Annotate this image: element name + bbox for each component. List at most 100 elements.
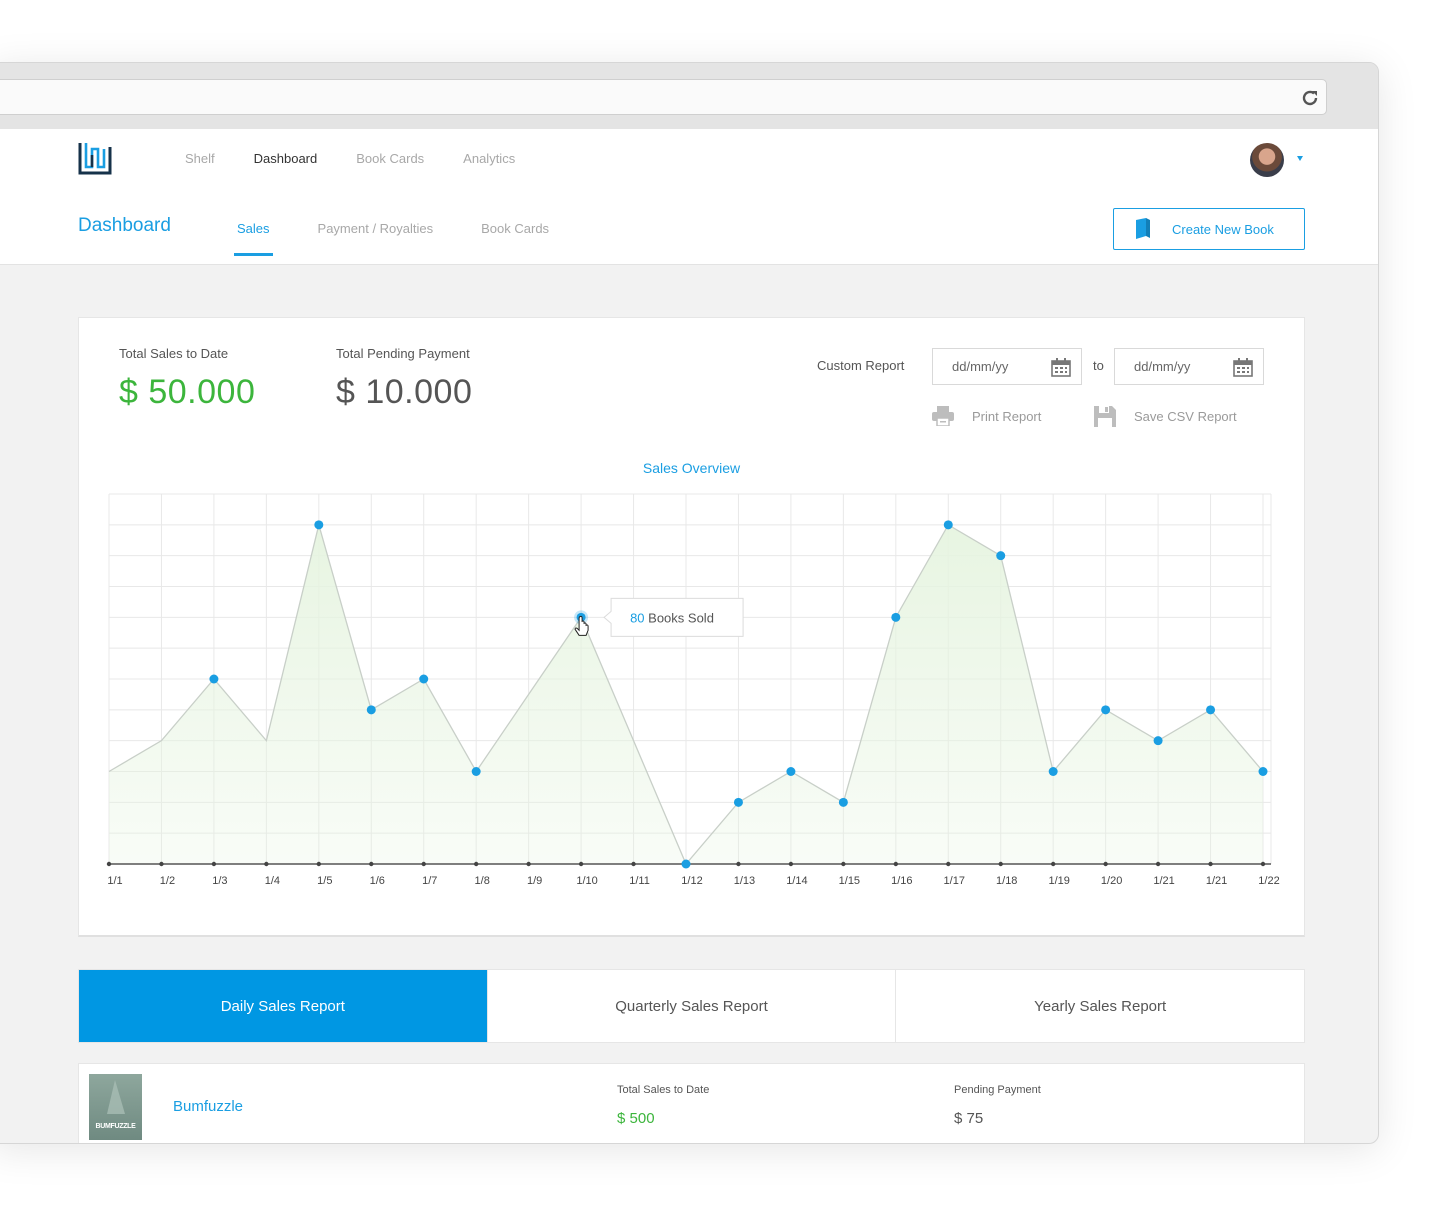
x-axis-tick <box>788 861 794 867</box>
book-pending-label: Pending Payment <box>954 1084 1041 1096</box>
book-pending-payment: Pending Payment $ 75 <box>954 1084 1041 1127</box>
x-tick-label: 1/21 <box>1206 875 1227 887</box>
print-report-label: Print Report <box>972 408 1042 424</box>
x-axis-tick <box>264 861 269 867</box>
x-axis-tick <box>578 861 584 867</box>
x-axis-tick <box>946 861 951 867</box>
x-tick-label: 1/21 <box>1153 875 1174 887</box>
x-axis-tick <box>893 861 899 867</box>
x-tick-label: 1/17 <box>944 875 965 887</box>
browser-window: Shelf Dashboard Book Cards Analytics Das… <box>0 62 1379 1144</box>
data-point <box>838 797 848 807</box>
pending-payment-label: Total Pending Payment <box>336 346 470 361</box>
book-title[interactable]: Bumfuzzle <box>173 1098 244 1115</box>
x-tick-label: 1/12 <box>681 875 702 887</box>
total-sales-stat: Total Sales to Date $ 50.000 <box>119 346 255 412</box>
data-point <box>996 551 1006 561</box>
x-axis-tick <box>369 861 374 867</box>
book-cover-text: BUMFUZZLE <box>95 1123 136 1130</box>
brand-logo-icon[interactable] <box>77 141 113 179</box>
x-tick-label: 1/20 <box>1101 875 1122 887</box>
data-point <box>1258 767 1268 776</box>
tooltip-text: 80 Books Sold <box>630 610 714 625</box>
data-point <box>1101 705 1111 715</box>
x-tick-label: 1/9 <box>527 875 542 887</box>
address-bar[interactable] <box>0 79 1327 115</box>
x-tick-label: 1/22 <box>1258 875 1279 887</box>
tab-yearly-sales-report[interactable]: Yearly Sales Report <box>895 970 1304 1042</box>
pending-payment-stat: Total Pending Payment $ 10.000 <box>336 346 472 412</box>
x-tick-label: 1/4 <box>265 875 280 887</box>
x-axis-tick <box>316 861 322 867</box>
save-csv-report-button[interactable]: Save CSV Report <box>1094 406 1237 427</box>
x-tick-label: 1/19 <box>1048 875 1069 887</box>
tooltip-box <box>603 597 744 637</box>
x-tick-label: 1/11 <box>629 875 650 887</box>
x-axis-tick <box>1050 861 1056 867</box>
from-date-placeholder: dd/mm/yy <box>952 359 1009 374</box>
top-navigation: Shelf Dashboard Book Cards Analytics Das… <box>0 129 1378 265</box>
x-tick-label: 1/7 <box>422 875 437 887</box>
nav-item-book-cards[interactable]: Book Cards <box>356 151 425 166</box>
x-axis-tick <box>631 861 636 867</box>
total-sales-value: $ 50.000 <box>119 373 256 411</box>
user-avatar[interactable] <box>1250 143 1284 177</box>
x-axis-tick <box>421 861 426 867</box>
x-axis-tick <box>526 861 531 867</box>
x-tick-label: 1/8 <box>475 875 490 887</box>
data-point <box>943 520 953 530</box>
sub-tabs: Sales Payment / Royalties Book Cards <box>234 221 597 256</box>
reload-icon[interactable] <box>1298 86 1322 110</box>
x-tick-label: 1/10 <box>576 875 597 887</box>
pointer-cursor-icon <box>574 615 589 636</box>
data-point <box>1048 767 1058 776</box>
x-axis-tick <box>1260 861 1266 867</box>
create-new-book-button[interactable]: Create New Book <box>1113 208 1305 250</box>
to-date-input[interactable]: dd/mm/yy <box>1114 348 1264 385</box>
chevron-down-icon[interactable] <box>1297 156 1303 161</box>
x-tick-label: 1/15 <box>839 875 860 887</box>
floppy-disk-icon <box>1094 406 1116 427</box>
x-axis-tick <box>1208 861 1213 867</box>
x-tick-label: 1/2 <box>160 875 175 887</box>
tab-daily-sales-report[interactable]: Daily Sales Report <box>79 970 487 1042</box>
x-axis-tick <box>211 861 217 867</box>
x-axis-tick <box>736 861 741 867</box>
data-point <box>891 612 901 622</box>
printer-icon <box>932 406 954 426</box>
book-cover[interactable]: BUMFUZZLE <box>89 1074 142 1140</box>
nav-item-dashboard[interactable]: Dashboard <box>253 151 318 166</box>
x-tick-label: 1/5 <box>317 875 332 887</box>
x-tick-label: 1/3 <box>212 875 227 887</box>
from-date-input[interactable]: dd/mm/yy <box>932 348 1082 385</box>
nav-item-shelf[interactable]: Shelf <box>185 151 215 166</box>
to-date-placeholder: dd/mm/yy <box>1134 359 1191 374</box>
tab-book-cards[interactable]: Book Cards <box>481 221 550 236</box>
x-axis-tick <box>1103 861 1108 867</box>
book-icon <box>1136 218 1150 239</box>
x-axis-tick <box>841 861 846 867</box>
tab-quarterly-sales-report[interactable]: Quarterly Sales Report <box>486 970 896 1042</box>
sail-icon <box>107 1080 125 1114</box>
x-axis-tick <box>106 861 112 867</box>
x-axis-tick <box>1155 861 1161 867</box>
book-total-sales-value: $ 500 <box>617 1110 655 1127</box>
create-new-book-label: Create New Book <box>1172 221 1274 237</box>
nav-item-analytics[interactable]: Analytics <box>463 151 516 166</box>
tab-sales[interactable]: Sales <box>234 221 273 256</box>
data-point <box>419 674 429 684</box>
print-report-button[interactable]: Print Report <box>932 406 1041 426</box>
data-point <box>786 767 796 776</box>
x-axis-tick <box>159 861 164 867</box>
x-tick-label: 1/1 <box>107 875 122 887</box>
chart-title: Sales Overview <box>642 460 741 476</box>
calendar-icon[interactable] <box>1233 358 1253 377</box>
pending-payment-value: $ 10.000 <box>336 373 473 411</box>
calendar-icon[interactable] <box>1051 358 1071 377</box>
save-csv-label: Save CSV Report <box>1134 409 1237 424</box>
data-point <box>366 705 376 715</box>
data-point <box>1206 705 1216 715</box>
data-point <box>471 767 481 776</box>
tab-payment-royalties[interactable]: Payment / Royalties <box>317 221 434 236</box>
x-axis-tick <box>998 861 1003 867</box>
